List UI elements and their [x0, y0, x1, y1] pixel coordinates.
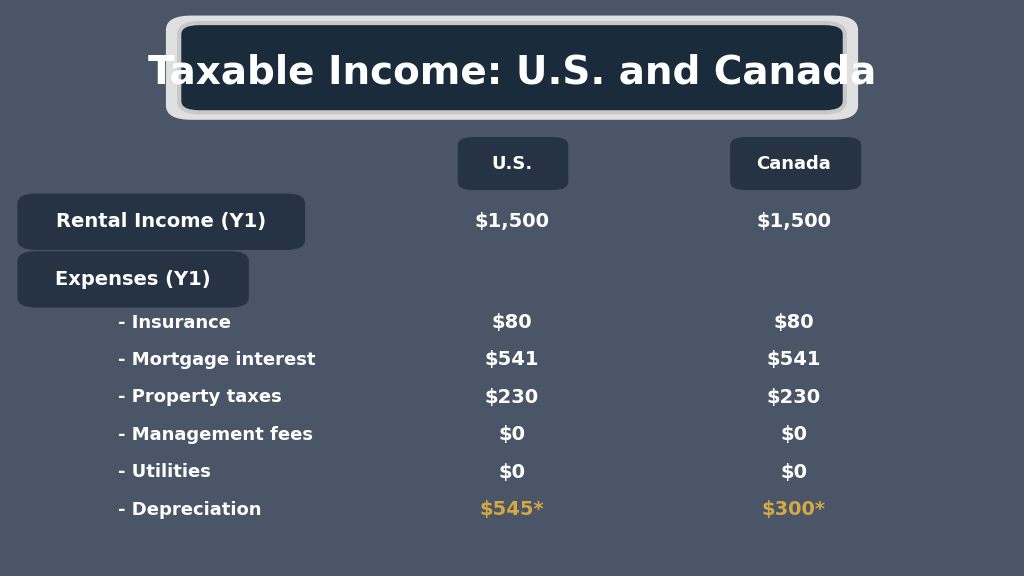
Text: $80: $80	[492, 313, 532, 332]
FancyBboxPatch shape	[458, 137, 568, 190]
Text: U.S.: U.S.	[492, 155, 532, 173]
FancyBboxPatch shape	[17, 194, 305, 250]
Text: Canada: Canada	[757, 155, 830, 173]
Text: Rental Income (Y1): Rental Income (Y1)	[56, 213, 266, 231]
Text: $0: $0	[499, 426, 525, 444]
Text: $545*: $545*	[479, 501, 545, 519]
Text: $300*: $300*	[762, 501, 825, 519]
Text: - Mortgage interest: - Mortgage interest	[118, 351, 315, 369]
Text: $0: $0	[499, 463, 525, 482]
FancyBboxPatch shape	[730, 137, 861, 190]
Text: $1,500: $1,500	[474, 213, 550, 231]
Text: $0: $0	[780, 426, 807, 444]
Text: $1,500: $1,500	[756, 213, 831, 231]
Text: $541: $541	[766, 351, 821, 369]
FancyBboxPatch shape	[179, 23, 845, 112]
Text: $80: $80	[773, 313, 814, 332]
Text: - Insurance: - Insurance	[118, 313, 230, 332]
Text: - Depreciation: - Depreciation	[118, 501, 261, 519]
FancyBboxPatch shape	[17, 251, 249, 308]
Text: - Management fees: - Management fees	[118, 426, 312, 444]
FancyBboxPatch shape	[166, 16, 858, 120]
Text: Taxable Income: U.S. and Canada: Taxable Income: U.S. and Canada	[147, 53, 877, 91]
Text: $230: $230	[767, 388, 820, 407]
Text: $230: $230	[485, 388, 539, 407]
Text: Expenses (Y1): Expenses (Y1)	[55, 270, 211, 289]
Text: - Property taxes: - Property taxes	[118, 388, 282, 407]
Text: - Utilities: - Utilities	[118, 463, 211, 482]
Text: $0: $0	[780, 463, 807, 482]
Text: $541: $541	[484, 351, 540, 369]
